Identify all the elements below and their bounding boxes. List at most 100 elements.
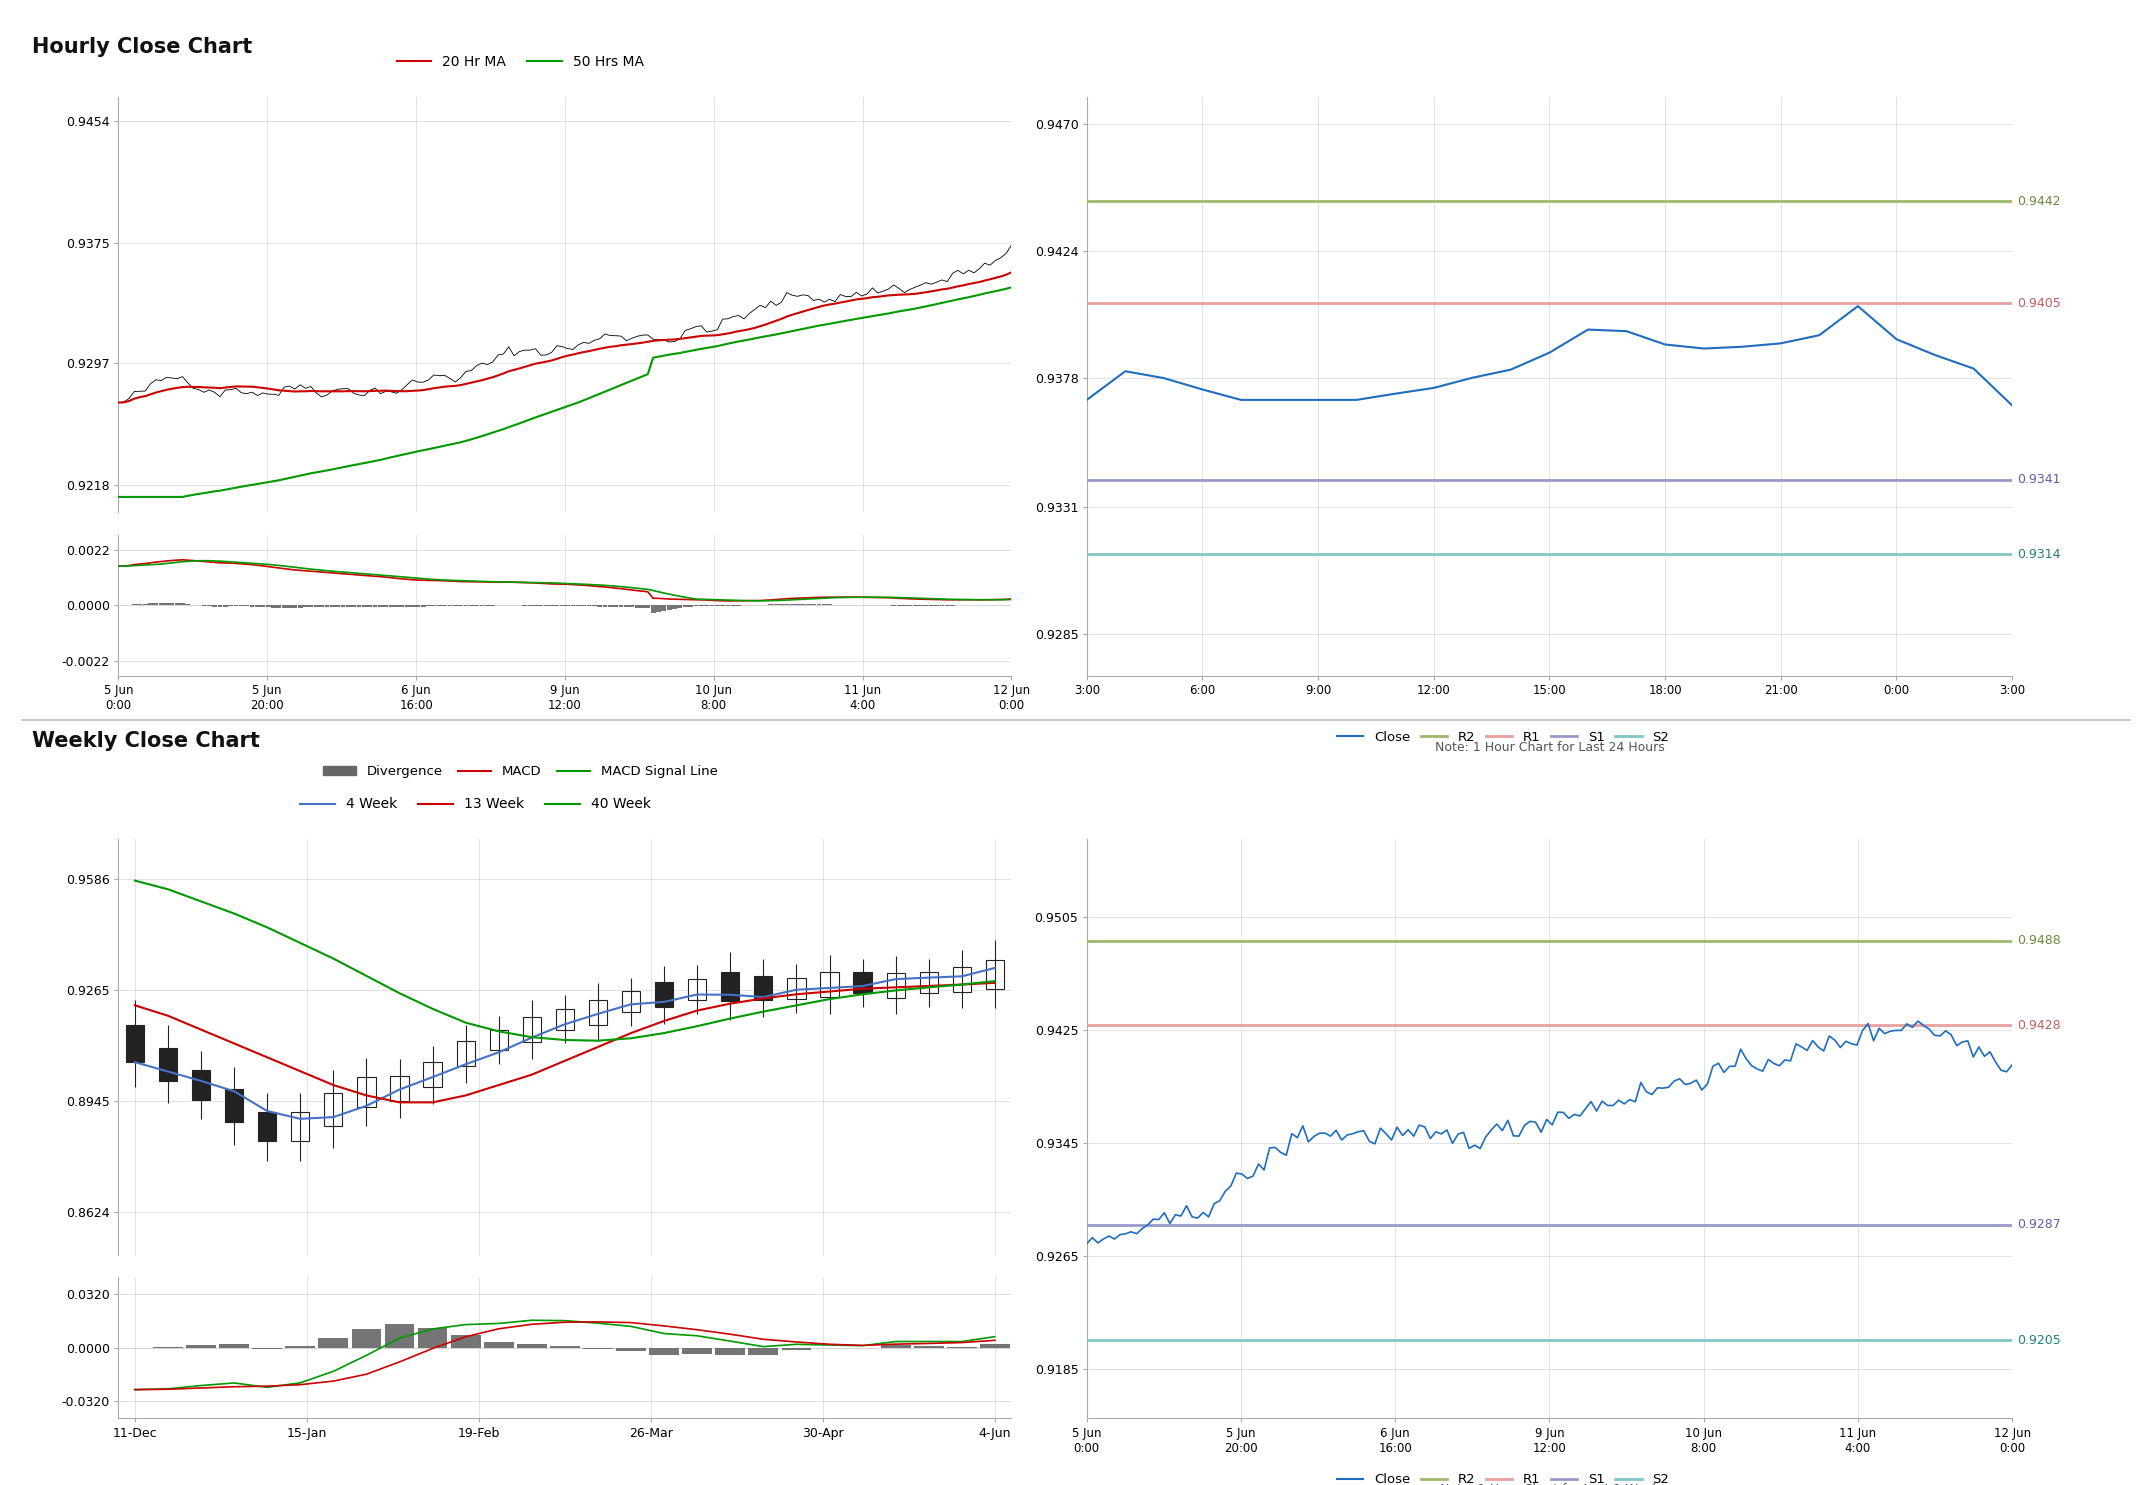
Bar [379, 606, 383, 607]
Bar [372, 606, 377, 607]
Bar [417, 1328, 448, 1348]
Bar [650, 1348, 680, 1356]
Bar [325, 1093, 342, 1126]
Bar [226, 1089, 243, 1123]
Legend: Divergence, MACD, MACD Signal Line: Divergence, MACD, MACD Signal Line [318, 760, 723, 784]
Bar [325, 606, 329, 607]
Text: 0.9442: 0.9442 [2016, 195, 2059, 208]
Bar [148, 603, 153, 606]
Bar [260, 606, 265, 607]
Bar [286, 1345, 314, 1348]
Bar [329, 606, 336, 607]
Bar [159, 1047, 176, 1081]
Bar [880, 1345, 910, 1348]
Text: 0.9314: 0.9314 [2016, 548, 2059, 561]
Bar [484, 1342, 514, 1348]
Text: Hourly Close Chart: Hourly Close Chart [32, 37, 252, 56]
Bar [357, 606, 362, 607]
Bar [953, 967, 971, 992]
Bar [318, 606, 325, 607]
Bar [303, 606, 308, 607]
Bar [286, 606, 293, 607]
Text: Weekly Close Chart: Weekly Close Chart [32, 731, 260, 750]
Bar [385, 1325, 415, 1348]
Bar [153, 603, 159, 606]
Bar [411, 606, 415, 607]
Bar [383, 606, 387, 607]
Bar [753, 976, 773, 1001]
Bar [164, 603, 168, 606]
Bar [400, 606, 405, 607]
Bar [689, 980, 706, 1001]
Bar [986, 959, 1005, 989]
Legend: 20 Hr MA, 50 Hrs MA: 20 Hr MA, 50 Hrs MA [392, 49, 650, 74]
Bar [174, 603, 179, 606]
Bar [159, 603, 164, 606]
Bar [258, 1112, 275, 1140]
Bar [667, 606, 671, 610]
Bar [979, 1344, 1009, 1348]
Bar [854, 973, 872, 993]
Text: 0.9428: 0.9428 [2016, 1019, 2059, 1032]
Bar [220, 1344, 250, 1348]
Bar [678, 606, 682, 609]
Legend: Close, R2, R1, S1, S2: Close, R2, R1, S1, S2 [1332, 726, 1674, 750]
Bar [275, 606, 282, 607]
Text: 0.9488: 0.9488 [2016, 934, 2059, 947]
Bar [523, 1017, 540, 1042]
Bar [646, 606, 650, 607]
Bar [590, 999, 607, 1025]
Bar [639, 606, 646, 607]
Bar [170, 603, 174, 606]
Bar [415, 606, 420, 607]
Bar [682, 606, 689, 607]
Bar [714, 1348, 745, 1354]
Bar [390, 1077, 409, 1100]
Bar [271, 606, 275, 607]
Bar [551, 1345, 579, 1348]
Bar [351, 606, 355, 607]
Bar [887, 973, 904, 998]
Bar [555, 1008, 575, 1029]
Bar [788, 979, 805, 999]
Bar [615, 1348, 646, 1351]
Bar [422, 606, 426, 607]
Bar [919, 973, 938, 993]
Bar [721, 971, 740, 1001]
Bar [618, 606, 624, 607]
Legend: Close, R2, R1, S1, S2: Close, R2, R1, S1, S2 [1332, 1469, 1674, 1485]
Bar [340, 606, 344, 607]
Bar [224, 606, 228, 607]
Bar [314, 606, 318, 607]
Bar [254, 606, 260, 607]
Bar [915, 1345, 943, 1348]
Bar [390, 606, 394, 607]
Text: Note: 1 Hour Chart for Last 24 Hours: Note: 1 Hour Chart for Last 24 Hours [1435, 741, 1663, 754]
Bar [405, 606, 409, 607]
Bar [297, 606, 303, 607]
Text: 0.9341: 0.9341 [2016, 474, 2059, 487]
Bar [282, 606, 286, 607]
Bar [781, 1348, 811, 1350]
Bar [394, 606, 398, 607]
Text: 0.9287: 0.9287 [2016, 1218, 2059, 1231]
Text: 0.9205: 0.9205 [2016, 1334, 2059, 1347]
Bar [308, 606, 314, 607]
Bar [656, 606, 661, 612]
Bar [613, 606, 618, 607]
Bar [671, 606, 678, 609]
Bar [318, 1338, 349, 1348]
Bar [609, 606, 613, 607]
Bar [346, 606, 351, 607]
Bar [293, 606, 297, 607]
Bar [650, 606, 656, 613]
Bar [622, 992, 639, 1013]
Text: Note: 1 Hour Chart for Last 1 Week: Note: 1 Hour Chart for Last 1 Week [1440, 1484, 1659, 1485]
Bar [491, 1029, 508, 1050]
Bar [654, 983, 674, 1007]
Bar [635, 606, 639, 607]
Bar [362, 606, 366, 607]
Bar [192, 1071, 211, 1099]
Bar [187, 1345, 215, 1348]
Bar [682, 1348, 712, 1354]
